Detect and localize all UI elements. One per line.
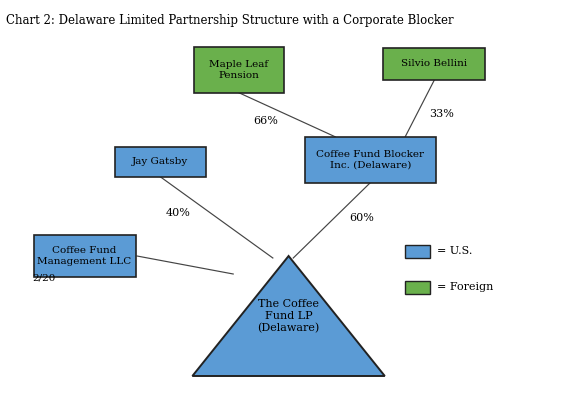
Text: Maple Leaf
Pension: Maple Leaf Pension (209, 60, 269, 80)
Text: 66%: 66% (253, 116, 278, 126)
Polygon shape (192, 256, 385, 376)
Text: Coffee Fund
Management LLC: Coffee Fund Management LLC (37, 246, 132, 266)
Text: 60%: 60% (349, 213, 374, 223)
FancyBboxPatch shape (34, 235, 135, 277)
Text: 33%: 33% (430, 109, 454, 119)
FancyBboxPatch shape (115, 147, 206, 177)
FancyBboxPatch shape (405, 281, 430, 294)
Text: The Coffee
Fund LP
(Delaware): The Coffee Fund LP (Delaware) (258, 299, 319, 333)
Text: = U.S.: = U.S. (437, 246, 472, 256)
Text: 40%: 40% (166, 208, 190, 218)
FancyBboxPatch shape (405, 245, 430, 258)
Text: Coffee Fund Blocker
Inc. (Delaware): Coffee Fund Blocker Inc. (Delaware) (316, 150, 424, 170)
Text: Jay Gatsby: Jay Gatsby (132, 158, 188, 166)
FancyBboxPatch shape (304, 137, 436, 183)
Text: Chart 2: Delaware Limited Partnership Structure with a Corporate Blocker: Chart 2: Delaware Limited Partnership St… (6, 14, 454, 27)
Text: Silvio Bellini: Silvio Bellini (401, 60, 468, 68)
Text: = Foreign: = Foreign (437, 282, 493, 292)
Text: 2/20: 2/20 (32, 274, 55, 282)
FancyBboxPatch shape (384, 48, 485, 80)
FancyBboxPatch shape (194, 47, 284, 93)
